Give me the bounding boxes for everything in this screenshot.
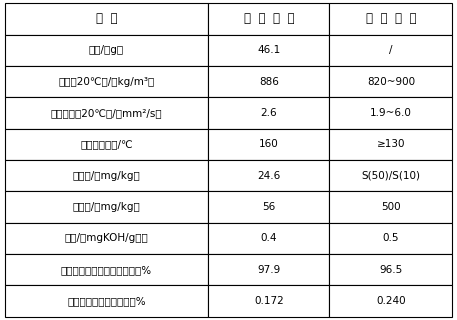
Bar (5, 254, 208, 285)
Text: ≥130: ≥130 (377, 139, 405, 149)
Text: 检  测  结  果: 检 测 结 果 (244, 12, 294, 25)
Text: 闪点（闭口）/℃: 闪点（闭口）/℃ (80, 139, 133, 149)
Bar (5, 3, 208, 35)
Text: 密度（20℃）/（kg/m³）: 密度（20℃）/（kg/m³） (58, 76, 154, 87)
Text: 500: 500 (381, 202, 401, 212)
Bar (5, 160, 208, 191)
Text: 1.9~6.0: 1.9~6.0 (370, 108, 412, 118)
Bar (208, 35, 329, 66)
Text: 0.5: 0.5 (383, 233, 399, 244)
Text: 要  求  指  标: 要 求 指 标 (366, 12, 416, 25)
Bar (329, 285, 452, 317)
Bar (329, 223, 452, 254)
Text: 160: 160 (259, 139, 279, 149)
Text: 0.240: 0.240 (376, 296, 406, 306)
Bar (5, 223, 208, 254)
Bar (329, 97, 452, 129)
Text: 24.6: 24.6 (257, 171, 281, 181)
Text: S(50)/S(10): S(50)/S(10) (361, 171, 420, 181)
Bar (329, 254, 452, 285)
Text: 97.9: 97.9 (257, 265, 281, 275)
Text: 0.4: 0.4 (260, 233, 277, 244)
Text: 2.6: 2.6 (260, 108, 277, 118)
Text: 质量/（g）: 质量/（g） (89, 45, 124, 55)
Bar (208, 66, 329, 97)
Text: 脂肪酸甲酩含量（质量分数）%: 脂肪酸甲酩含量（质量分数）% (61, 265, 152, 275)
Bar (5, 97, 208, 129)
Bar (208, 97, 329, 129)
Text: 886: 886 (259, 76, 279, 87)
Bar (5, 191, 208, 223)
Bar (5, 129, 208, 160)
Bar (208, 223, 329, 254)
Bar (208, 3, 329, 35)
Bar (208, 254, 329, 285)
Bar (329, 3, 452, 35)
Bar (329, 66, 452, 97)
Text: 56: 56 (262, 202, 276, 212)
Bar (5, 285, 208, 317)
Text: /: / (389, 45, 393, 55)
Bar (208, 285, 329, 317)
Bar (208, 129, 329, 160)
Text: 96.5: 96.5 (379, 265, 403, 275)
Text: 46.1: 46.1 (257, 45, 281, 55)
Bar (329, 129, 452, 160)
Bar (208, 160, 329, 191)
Text: 硫含量/（mg/kg）: 硫含量/（mg/kg） (73, 171, 140, 181)
Text: 总甘油含量（质量分数）%: 总甘油含量（质量分数）% (67, 296, 146, 306)
Text: 运动粘度（20℃）/（mm²/s）: 运动粘度（20℃）/（mm²/s） (51, 108, 162, 118)
Text: 酸值/（mgKOH/g油）: 酸值/（mgKOH/g油） (64, 233, 149, 244)
Text: 项  目: 项 目 (96, 12, 117, 25)
Bar (329, 35, 452, 66)
Bar (5, 66, 208, 97)
Text: 0.172: 0.172 (254, 296, 284, 306)
Bar (329, 191, 452, 223)
Text: 水含量/（mg/kg）: 水含量/（mg/kg） (73, 202, 140, 212)
Text: 820~900: 820~900 (367, 76, 415, 87)
Bar (329, 160, 452, 191)
Bar (5, 35, 208, 66)
Bar (208, 191, 329, 223)
